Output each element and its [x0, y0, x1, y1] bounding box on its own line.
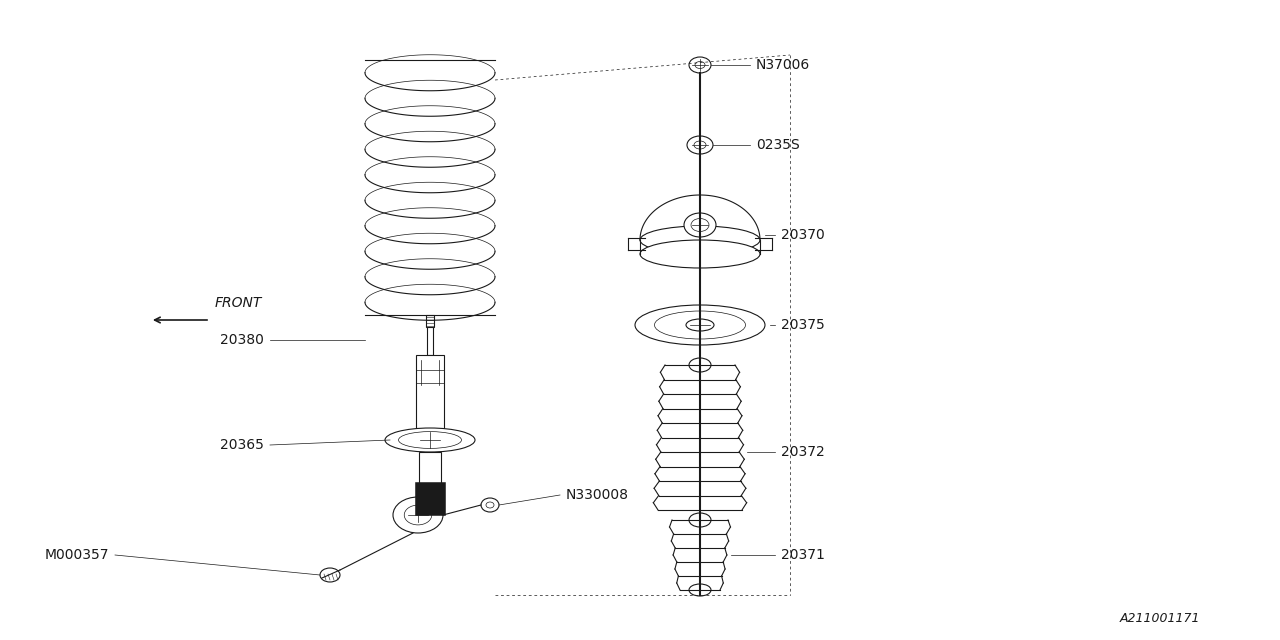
Ellipse shape: [320, 568, 340, 582]
Text: 0235S: 0235S: [756, 138, 800, 152]
Bar: [416, 355, 444, 440]
Ellipse shape: [686, 319, 714, 331]
Ellipse shape: [385, 428, 475, 452]
Ellipse shape: [689, 513, 710, 527]
Ellipse shape: [481, 498, 499, 512]
Ellipse shape: [694, 141, 707, 149]
Text: 20380: 20380: [220, 333, 264, 347]
Text: 20372: 20372: [781, 445, 824, 459]
Ellipse shape: [640, 226, 760, 254]
Text: FRONT: FRONT: [215, 296, 262, 310]
Text: M000357: M000357: [45, 548, 109, 562]
Ellipse shape: [689, 57, 710, 73]
Text: 20375: 20375: [781, 318, 824, 332]
Ellipse shape: [486, 502, 494, 508]
Bar: [419, 452, 442, 500]
Text: N37006: N37006: [756, 58, 810, 72]
Ellipse shape: [398, 431, 462, 449]
Ellipse shape: [687, 136, 713, 154]
Ellipse shape: [695, 61, 705, 68]
Bar: [428, 327, 433, 355]
Ellipse shape: [393, 497, 443, 533]
Ellipse shape: [684, 213, 716, 237]
Ellipse shape: [635, 305, 765, 345]
Ellipse shape: [691, 218, 709, 232]
Ellipse shape: [404, 505, 431, 525]
Ellipse shape: [640, 240, 760, 268]
Ellipse shape: [689, 358, 710, 372]
Bar: [426, 315, 434, 327]
Text: 20365: 20365: [220, 438, 264, 452]
Ellipse shape: [689, 584, 710, 596]
Text: N330008: N330008: [566, 488, 628, 502]
Text: 20370: 20370: [781, 228, 824, 242]
Ellipse shape: [654, 311, 745, 339]
Text: A211001171: A211001171: [1120, 612, 1201, 625]
Text: 20371: 20371: [781, 548, 824, 562]
